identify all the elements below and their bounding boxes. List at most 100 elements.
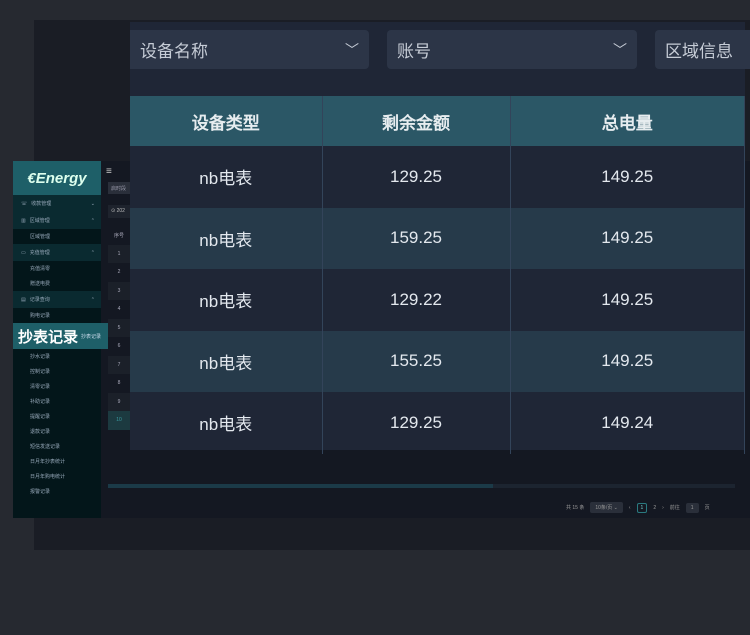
menu-label: 退款记录 (30, 429, 51, 435)
menu-item[interactable]: 补助记录 (13, 394, 101, 409)
table-cell: 155.25 (322, 330, 511, 392)
menu-label: 短信发送记录 (30, 444, 61, 450)
chevron-icon: ⌃ (90, 217, 95, 224)
index-cell: 7 (108, 355, 130, 374)
menu-item[interactable]: 退款记录 (13, 424, 101, 439)
goto-label: 前往 (669, 505, 680, 511)
menu-item[interactable]: 日月年抄表统计 (13, 454, 101, 469)
menu-item[interactable]: 报警记录 (13, 484, 101, 499)
select-label: 设备名称 (140, 42, 208, 61)
filter-bar: 设备名称 ﹀ 账号 ﹀ 区域信息 (130, 30, 750, 69)
menu-label: 提醒记录 (30, 414, 51, 420)
menu-label: 抄水记录 (30, 354, 51, 360)
menu-label: 区域管理 (30, 234, 51, 240)
index-cell: 6 (117, 343, 121, 350)
menu-item[interactable]: 区域管理 (13, 229, 101, 244)
menu-label: 控制记录 (30, 369, 51, 375)
menu-label: 充值清零 (30, 266, 51, 272)
index-cell: 9 (108, 392, 130, 411)
highlight-label: 抄表记录 (18, 328, 79, 346)
menu-item[interactable]: 清零记录 (13, 379, 101, 394)
sidebar-menu: ☏ 收款管理 ⌄ ▥ 区域管理 ⌃ 区域管理 ▭ 充值管理 ⌃ 充值清零 赠送电费 ▤ 记录查询 ⌃ 购电记录… (13, 195, 108, 499)
table-cell: nb电表 (130, 269, 323, 331)
index-cell: 2 (117, 269, 121, 276)
account-select[interactable]: 账号 ﹀ (387, 30, 637, 69)
total-count: 共 15 条 (566, 505, 585, 511)
table-cell: 129.25 (322, 146, 511, 208)
index-cell: 3 (108, 281, 130, 300)
table-cell: 149.25 (510, 146, 745, 208)
menu-group[interactable]: ▤ 记录查询 ⌃ (13, 291, 101, 308)
date-picker[interactable]: ⊙ 202 (108, 205, 130, 218)
menu-item[interactable]: 赠送电费 (13, 276, 101, 291)
index-cell: 1 (108, 244, 130, 263)
menu-group[interactable]: ▭ 充值管理 ⌃ (13, 244, 101, 261)
menu-label: 区域管理 (29, 218, 50, 224)
menu-item[interactable]: 日月年购电统计 (13, 469, 101, 484)
table-cell: 149.24 (510, 392, 745, 454)
index-cell: 4 (117, 306, 121, 313)
table-cell: 149.25 (510, 207, 745, 269)
scrollbar-thumb[interactable] (108, 484, 493, 488)
device-name-select[interactable]: 设备名称 ﹀ (130, 30, 369, 69)
select-label: 区域信息 (665, 42, 733, 61)
page-1-button[interactable]: 1 (636, 502, 648, 513)
chevron-icon: ⌃ (90, 249, 95, 256)
table-row[interactable]: nb电表 155.25 149.25 (130, 330, 745, 392)
building-icon: ▥ (21, 217, 26, 224)
goto-page-input[interactable]: 1 (685, 502, 699, 513)
pagination: 共 15 条 10条/页 ⌄ ‹ 1 2 › 前往 1 页 (566, 502, 710, 513)
phone-icon: ☏ (21, 200, 28, 207)
index-column: 序号 1 2 3 4 5 6 7 8 9 10 (108, 226, 130, 430)
column-header: 设备类型 (130, 96, 323, 146)
menu-label: 日月年购电统计 (30, 474, 66, 480)
table-row[interactable]: nb电表 129.22 149.25 (130, 269, 745, 331)
page-size-select[interactable]: 10条/页 ⌄ (590, 502, 623, 513)
hamburger-icon[interactable]: ≡ (106, 166, 112, 177)
card-icon: ▭ (21, 249, 26, 256)
index-cell: 序号 (113, 232, 124, 239)
region-select[interactable]: 区域信息 (655, 30, 750, 69)
sidebar: €Energy ☏ 收款管理 ⌄ ▥ 区域管理 ⌃ 区域管理 ▭ 充值管理 ⌃ 充值清零 赠送电费 ▤ 记… (13, 161, 108, 518)
table-cell: 129.25 (322, 392, 511, 454)
menu-label: 日月年抄表统计 (30, 459, 66, 465)
menu-item-active[interactable]: 抄表记录 抄表记录 (13, 323, 108, 349)
menu-item[interactable]: 短信发送记录 (13, 439, 101, 454)
column-header: 总电量 (510, 96, 745, 146)
page-unit: 页 (704, 505, 710, 511)
table-cell: nb电表 (130, 146, 323, 208)
column-header: 剩余金额 (322, 96, 511, 146)
table-cell: nb电表 (130, 330, 323, 392)
table-cell: nb电表 (130, 207, 323, 269)
menu-label: 购电记录 (30, 313, 51, 319)
menu-item[interactable]: 抄水记录 (13, 349, 101, 364)
menu-label: 充值管理 (29, 250, 50, 256)
index-cell: 8 (117, 380, 121, 387)
menu-label: 赠送电费 (30, 281, 51, 287)
menu-label: 报警记录 (30, 489, 51, 495)
logo: €Energy (13, 161, 101, 195)
horizontal-scrollbar[interactable] (108, 484, 735, 488)
menu-item[interactable]: 购电记录 (13, 308, 101, 323)
menu-label: 补助记录 (30, 399, 51, 405)
menu-group[interactable]: ▥ 区域管理 ⌃ (13, 212, 101, 229)
menu-item[interactable]: 提醒记录 (13, 409, 101, 424)
menu-group[interactable]: ☏ 收款管理 ⌄ (13, 195, 101, 212)
menu-label: 收款管理 (31, 201, 52, 207)
prev-page-button[interactable]: ‹ (628, 504, 631, 511)
menu-item[interactable]: 控制记录 (13, 364, 101, 379)
menu-label: 抄表记录 (81, 333, 102, 340)
tab[interactable]: 启时段 (108, 182, 130, 194)
table-row[interactable]: nb电表 129.25 149.25 (130, 146, 745, 208)
table-cell: 129.22 (322, 269, 511, 331)
table-row[interactable]: nb电表 129.25 149.24 (130, 392, 745, 454)
menu-label: 记录查询 (29, 297, 50, 303)
select-label: 账号 (397, 42, 431, 61)
table-row[interactable]: nb电表 159.25 149.25 (130, 207, 745, 269)
next-page-button[interactable]: › (662, 504, 664, 511)
data-table: 设备类型 剩余金额 总电量 nb电表 129.25 149.25 nb电表 159.25… (130, 96, 745, 454)
menu-item[interactable]: 充值清零 (13, 261, 101, 276)
page-2-button[interactable]: 2 (653, 504, 657, 511)
table-card: 设备名称 ﹀ 账号 ﹀ 区域信息 设备类型 剩余金额 总电量 nb电表 129.25 1… (130, 22, 750, 454)
chevron-icon: ⌃ (90, 296, 95, 303)
